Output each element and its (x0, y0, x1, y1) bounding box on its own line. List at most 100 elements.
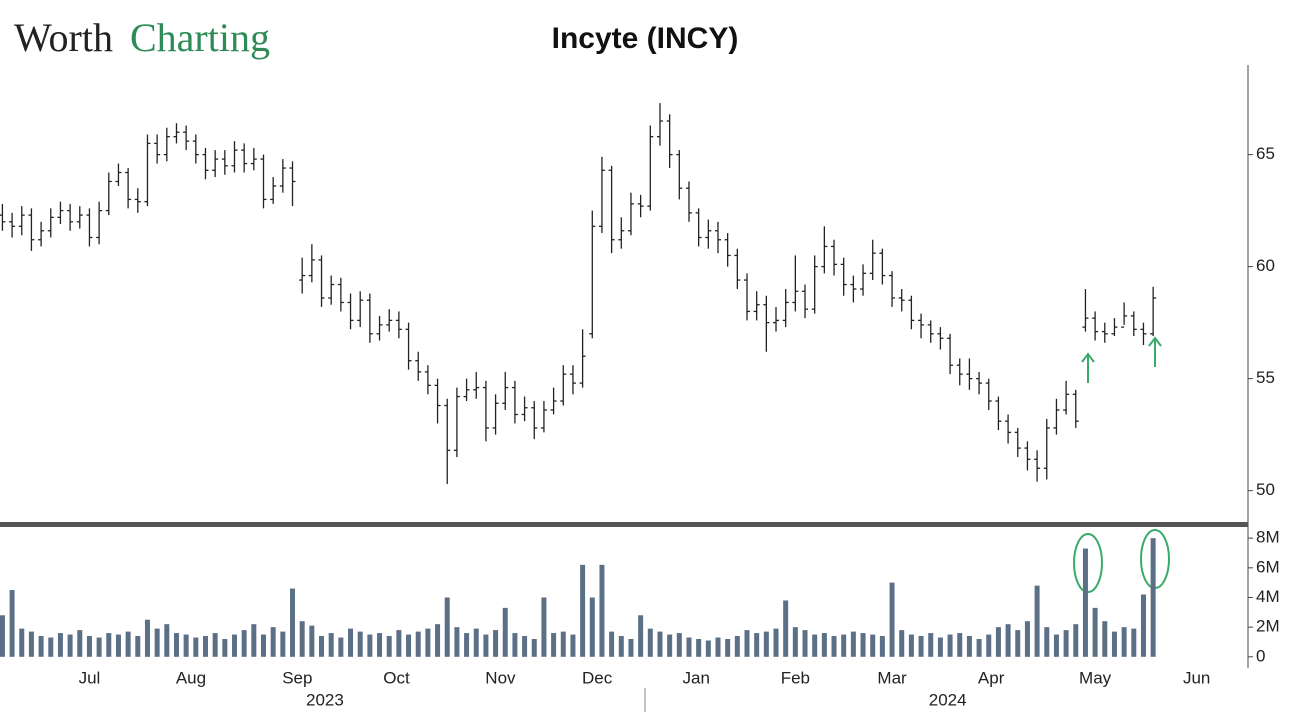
logo-dark: Worth (14, 15, 113, 60)
x-tick-label: Mar (877, 668, 907, 687)
volume-bar (309, 625, 315, 657)
volume-bar (348, 628, 354, 657)
volume-bar (377, 633, 383, 657)
volume-bar (222, 639, 228, 657)
x-tick-label: Nov (485, 668, 516, 687)
volume-bar (212, 633, 218, 657)
volume-bar (231, 634, 237, 657)
volume-bar (396, 630, 402, 657)
volume-bar (193, 637, 199, 657)
year-label: 2024 (929, 690, 967, 709)
volume-bar (879, 636, 885, 657)
volume-bar (1111, 631, 1117, 657)
volume-bar (918, 636, 924, 657)
x-tick-label: Dec (582, 668, 613, 687)
volume-bar (522, 636, 528, 657)
volume-bar (144, 619, 150, 657)
volume-bar (9, 590, 15, 657)
volume-bar (647, 628, 653, 657)
volume-bar (106, 633, 112, 657)
volume-bar (367, 634, 373, 657)
volume-bar (38, 636, 44, 657)
volume-bar (773, 628, 779, 657)
volume-bar (502, 607, 508, 657)
volume-bar (1034, 585, 1040, 657)
volume-bar (406, 634, 412, 657)
x-tick-label: Oct (383, 668, 410, 687)
volume-bar (154, 628, 160, 657)
volume-bar (1053, 634, 1059, 657)
volume-bar (657, 631, 663, 657)
logo-accent: Charting (130, 15, 270, 60)
volume-bar (928, 633, 934, 657)
volume-bar (870, 634, 876, 657)
volume-bar (173, 633, 179, 657)
volume-bar (570, 634, 576, 657)
arrow (1148, 336, 1162, 367)
volume-bar (541, 597, 547, 657)
volume-bar (270, 627, 276, 657)
volume-bar (531, 639, 537, 657)
x-tick-label: Jul (79, 668, 101, 687)
volume-bar (96, 637, 102, 657)
volume-bar (135, 636, 141, 657)
y-tick-label: 2M (1256, 617, 1280, 636)
volume-bar (290, 588, 296, 657)
volume-bar (966, 636, 972, 657)
volume-bar (512, 633, 518, 657)
volume-bar (299, 621, 305, 657)
volume-bar (560, 631, 566, 657)
volume-bar (280, 631, 286, 657)
volume-bar (783, 600, 789, 657)
volume-bar (580, 564, 586, 657)
volume-bar (734, 636, 740, 657)
x-tick-label: Jan (683, 668, 710, 687)
volume-bar (889, 582, 895, 657)
volume-bar (1102, 621, 1108, 657)
volume-bar (183, 634, 189, 657)
volume-bar (715, 637, 721, 657)
volume-bar (67, 634, 73, 657)
y-tick-label: 60 (1256, 256, 1275, 275)
volume-bar (763, 631, 769, 657)
volume-bar (425, 628, 431, 657)
volume-bar (937, 637, 943, 657)
volume-bar (1073, 624, 1079, 657)
x-tick-label: May (1079, 668, 1112, 687)
volume-bar (1044, 627, 1050, 657)
volume-bar (319, 636, 325, 657)
arrow (1081, 352, 1095, 383)
y-tick-label: 8M (1256, 528, 1280, 547)
volume-bar (860, 633, 866, 657)
volume-bar (1150, 538, 1156, 657)
volume-bar (1121, 627, 1127, 657)
volume-bar (551, 633, 557, 657)
volume-bar (357, 631, 363, 657)
volume-bar (599, 564, 605, 657)
volume-bar (638, 615, 644, 657)
volume-bar (473, 628, 479, 657)
x-tick-label: Apr (978, 668, 1005, 687)
volume-bar (48, 637, 54, 657)
panel-separator (0, 522, 1248, 527)
volume-bar (609, 631, 615, 657)
y-tick-label: 65 (1256, 144, 1275, 163)
y-tick-label: 0 (1256, 646, 1265, 665)
volume-bar (241, 630, 247, 657)
y-tick-label: 4M (1256, 587, 1280, 606)
volume-bar (454, 627, 460, 657)
volume-bar (744, 630, 750, 657)
volume-bar (628, 639, 634, 657)
volume-bar (164, 624, 170, 657)
volume-bar (908, 634, 914, 657)
volume-bar (386, 636, 392, 657)
volume-bar (464, 633, 470, 657)
volume-bar (821, 633, 827, 657)
volume-bar (995, 627, 1001, 657)
x-tick-label: Aug (176, 668, 206, 687)
volume-bar (57, 633, 63, 657)
y-tick-label: 6M (1256, 557, 1280, 576)
volume-bar (812, 634, 818, 657)
volume-bar (899, 630, 905, 657)
